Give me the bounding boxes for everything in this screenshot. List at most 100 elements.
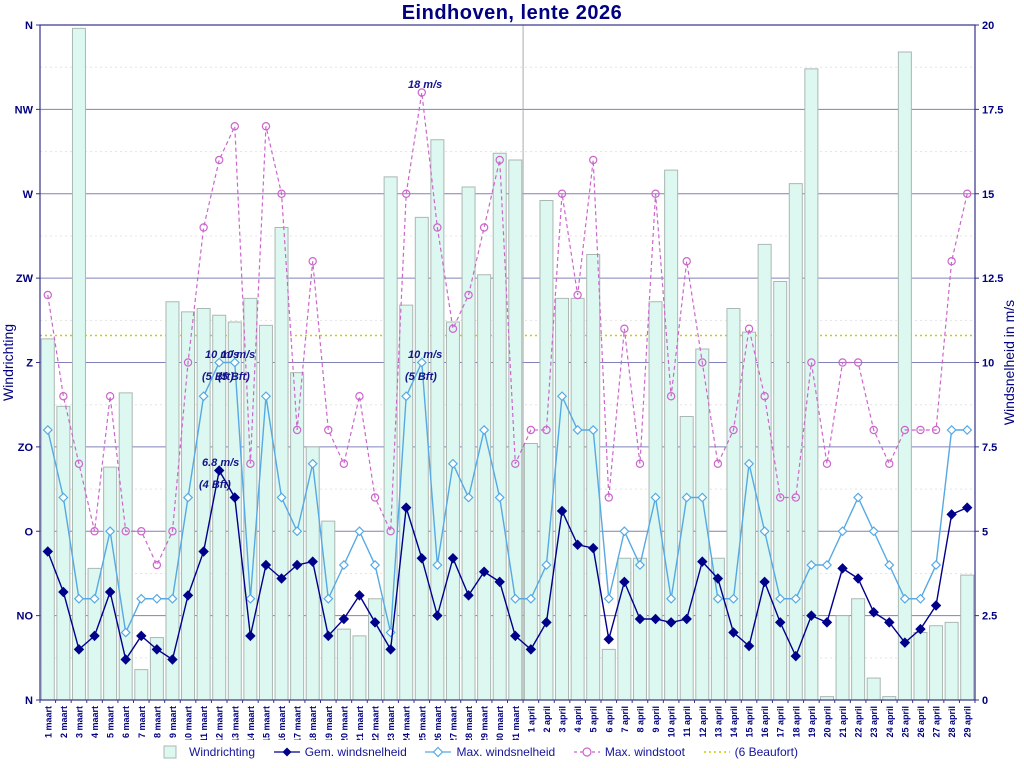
max-windsnelheid-point: [556, 391, 568, 402]
gem-windsnelheid-point: [712, 573, 724, 584]
max-windstoot-point: [760, 392, 769, 401]
winddir-bar: [944, 621, 959, 701]
max-windsnelheid-point: [634, 559, 646, 571]
max-windstoot-point: [121, 527, 130, 536]
x-axis-day-label: 25 april: [900, 706, 910, 738]
max-windsnelheid-point: [899, 593, 910, 604]
max-windstoot-point: [370, 493, 380, 502]
max-windsnelheid-point: [307, 458, 318, 469]
max-windsnelheid-point: [369, 559, 381, 571]
max-windstoot-point: [215, 155, 224, 165]
x-axis-day-label: 14 april: [729, 706, 739, 738]
max-windsnelheid-point: [962, 424, 973, 436]
gem-windsnelheid-point: [743, 640, 755, 652]
x-axis-day-label: 3 maart: [74, 706, 84, 738]
gem-windsnelheid-point: [588, 542, 599, 554]
max-windsnelheid-point: [743, 458, 755, 469]
legend-swatch-circle-open: [573, 747, 600, 757]
gem-windsnelheid-point: [681, 613, 692, 625]
x-axis-day-label: 27 maart: [448, 706, 458, 740]
gem-windsnelheid-point: [572, 539, 583, 550]
max-windstoot-point: [713, 459, 723, 468]
max-windsnelheid-point: [572, 424, 583, 436]
max-windsnelheid-point: [214, 357, 225, 368]
gem-windsnelheid-point: [962, 502, 973, 513]
gem-windsnelheid-point: [837, 563, 848, 574]
max-windstoot-point: [464, 290, 473, 300]
wind-chart: N NW W ZW Z ZO O NO N 20 17.5 15 12.5 10 7.5 5 2.5 0 1 maa…: [0, 20, 1017, 740]
max-windsnelheid-point: [42, 424, 53, 436]
max-windsnelheid-point: [245, 593, 256, 604]
x-axis-day-label: 3 april: [558, 706, 568, 733]
gem-windsnelheid-point: [899, 637, 911, 648]
gem-windsnelheid-point: [775, 617, 786, 628]
max-windstoot-point: [402, 189, 411, 198]
gem-windsnelheid-point: [728, 627, 739, 638]
max-windstoot-point: [137, 527, 146, 536]
winddir-bar: [258, 324, 273, 701]
y-left-tick-label: ZO: [18, 442, 34, 454]
y-left-tick-label: NW: [15, 104, 34, 116]
legend-item: Max. windsnelheid: [425, 745, 555, 759]
y-right-tick-label: 17.5: [982, 104, 1003, 116]
max-windsnelheid-point: [603, 593, 614, 604]
annotation: (5 Bft): [218, 371, 250, 383]
annotation: 10 m/s: [205, 349, 239, 361]
y-right-tick-label: 0: [982, 695, 988, 707]
x-axis-day-label: 7 maart: [137, 706, 147, 738]
max-windsnelheid-point: [292, 526, 303, 537]
gem-windsnelheid-point: [73, 644, 85, 655]
max-windsnelheid-point: [759, 526, 770, 537]
max-windstoot-point: [620, 324, 629, 333]
x-axis-day-label: 30 maart: [495, 706, 505, 740]
gem-windsnelheid-point: [852, 573, 864, 584]
max-windsnelheid-point: [151, 593, 162, 604]
gem-windsnelheid-point: [369, 617, 381, 628]
max-windstoot-point: [853, 358, 863, 367]
max-windsnelheid-point: [837, 526, 848, 537]
max-windsnelheid-point: [89, 593, 100, 604]
x-axis-day-label: 27 april: [932, 706, 942, 738]
max-windsnelheid-point: [821, 559, 833, 571]
gem-windsnelheid-point: [541, 617, 552, 628]
max-windsnelheid-point: [884, 559, 895, 571]
max-windstoot-point: [90, 527, 99, 536]
gem-windsnelheid-point: [884, 617, 895, 628]
winddir-bar: [492, 152, 507, 701]
x-axis-day-label: 24 maart: [402, 706, 412, 740]
y-left-tick-label: N: [25, 20, 33, 32]
gem-windsnelheid-point: [603, 634, 614, 645]
max-windsnelheid-point: [588, 424, 599, 436]
winddir-bar: [56, 405, 71, 701]
gem-windsnelheid-point: [198, 546, 209, 557]
gem-windsnelheid-point: [665, 617, 677, 628]
max-windsnelheid-point: [681, 492, 692, 503]
x-axis-day-label: 2 april: [542, 706, 552, 733]
gem-windsnelheid-point: [291, 559, 303, 571]
max-windstoot-point: [744, 324, 754, 333]
winddir-bar: [196, 308, 211, 701]
max-windstoot-point: [729, 425, 738, 435]
max-windsnelheid-point: [868, 526, 879, 537]
max-windstoot-point: [292, 425, 302, 435]
gem-windsnelheid-point: [307, 556, 318, 567]
legend-item: Windrichting: [158, 745, 255, 759]
max-windsnelheid-point: [494, 492, 505, 503]
x-axis-day-label: 12 april: [698, 706, 708, 738]
y-left-axis-title: Windrichting: [0, 324, 16, 401]
legend-swatch-diamond-filled: [273, 747, 300, 757]
gem-windsnelheid-point: [619, 576, 630, 588]
max-windstoot-point: [448, 324, 458, 333]
annotation: 10 m/s: [408, 349, 442, 361]
x-axis-day-label: 28 maart: [464, 706, 474, 740]
winddir-bar: [913, 632, 928, 701]
x-axis-day-label: 23 april: [869, 706, 879, 738]
max-windstoot-point: [433, 223, 442, 232]
max-windsnelheid-point: [930, 559, 942, 571]
max-windsnelheid-point: [463, 492, 474, 503]
winddir-bar: [336, 628, 351, 701]
max-windstoot-point: [666, 392, 676, 401]
y-left-tick-label: NO: [17, 611, 34, 623]
max-windsnelheid-point: [136, 593, 147, 604]
winddir-bar: [40, 338, 55, 701]
